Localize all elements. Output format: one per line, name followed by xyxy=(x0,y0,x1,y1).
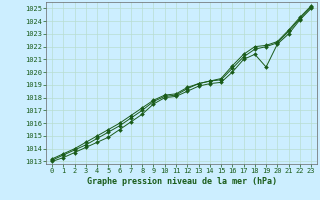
X-axis label: Graphe pression niveau de la mer (hPa): Graphe pression niveau de la mer (hPa) xyxy=(87,177,276,186)
